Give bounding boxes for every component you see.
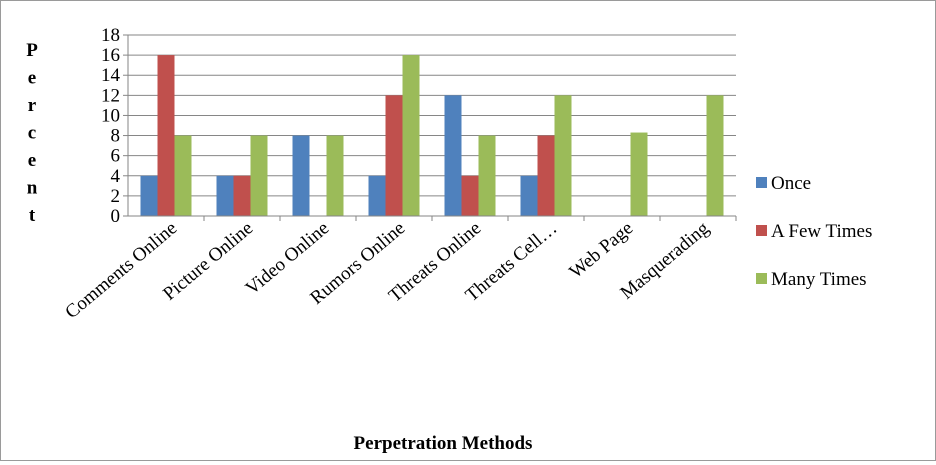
legend: Once A Few Times Many Times — [756, 173, 872, 290]
bar-many-times — [402, 55, 420, 216]
legend-label: Once — [771, 173, 811, 194]
y-tick-label: 6 — [111, 146, 121, 167]
y-tick-label: 2 — [111, 186, 121, 207]
bar-a-few-times — [385, 95, 403, 216]
bar-once — [444, 95, 462, 216]
bar-many-times — [478, 135, 496, 216]
bar-many-times — [706, 95, 724, 216]
bar-many-times — [630, 132, 648, 216]
legend-swatch — [756, 273, 767, 284]
bar-many-times — [326, 135, 344, 216]
bar-a-few-times — [537, 135, 555, 216]
bar-a-few-times — [157, 55, 175, 216]
bar-a-few-times — [461, 175, 479, 216]
x-axis-title: Perpetration Methods — [354, 433, 533, 454]
y-tick-label: 10 — [101, 105, 120, 126]
bar-a-few-times — [233, 175, 251, 216]
y-tick-label: 4 — [111, 166, 121, 187]
legend-label: Many Times — [771, 269, 867, 290]
bar-many-times — [174, 135, 192, 216]
bar-once — [216, 175, 234, 216]
y-tick-label: 14 — [101, 65, 121, 86]
bar-once — [368, 175, 386, 216]
bars — [140, 55, 737, 221]
y-tick-label: 8 — [111, 126, 121, 147]
x-category-label: Web Page — [565, 218, 637, 283]
legend-label: A Few Times — [771, 221, 872, 242]
legend-swatch — [756, 225, 767, 236]
y-tick-label: 12 — [101, 85, 120, 106]
y-tick-label: 18 — [101, 25, 120, 46]
bar-many-times — [250, 135, 268, 216]
bar-many-times — [554, 95, 572, 216]
y-tick-label: 16 — [101, 45, 120, 66]
bar-once — [520, 175, 538, 216]
bar-once — [292, 135, 310, 216]
x-category-label: Comments Online — [61, 218, 181, 323]
bar-once — [140, 175, 158, 216]
legend-swatch — [756, 177, 767, 188]
y-tick-label: 0 — [111, 206, 121, 227]
